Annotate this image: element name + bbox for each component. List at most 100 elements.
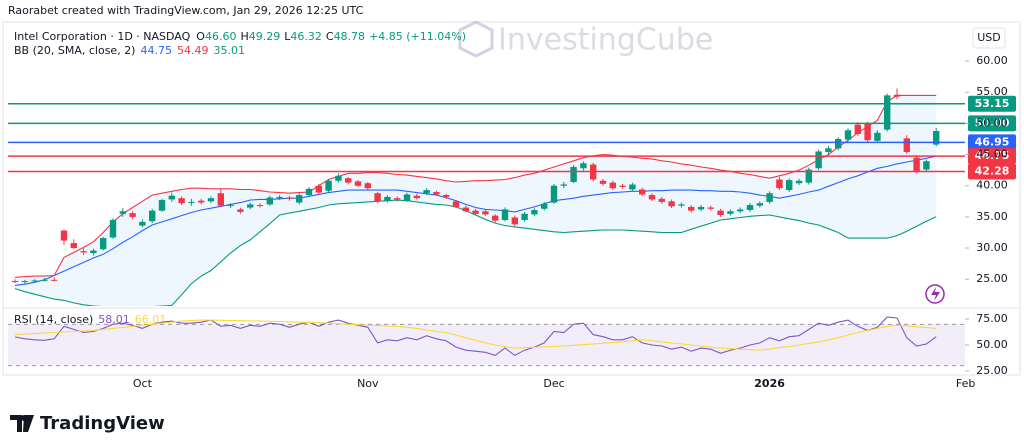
candle-body bbox=[276, 196, 283, 199]
candle-body bbox=[90, 250, 97, 254]
candle-body bbox=[717, 210, 724, 216]
price-pane bbox=[11, 88, 940, 306]
candle-body bbox=[550, 185, 558, 203]
legend-item: 35.01 bbox=[213, 44, 245, 57]
price-line-label-bg bbox=[968, 134, 1016, 151]
candle-body bbox=[21, 281, 28, 283]
candle-body bbox=[237, 209, 244, 212]
brand-logo: TradingView bbox=[10, 413, 165, 434]
candle-body bbox=[188, 201, 195, 203]
candle-body bbox=[531, 210, 538, 215]
y-tick-label: 50.00 bbox=[976, 338, 1008, 351]
replay-bolt[interactable] bbox=[931, 287, 940, 301]
legend-item: +4.85 (+11.04%) bbox=[369, 30, 466, 43]
legend-item: 46.32 bbox=[290, 30, 322, 43]
candle-body bbox=[648, 195, 656, 200]
candle-body bbox=[776, 179, 783, 189]
candle-body bbox=[158, 200, 166, 211]
bb-band-fill bbox=[15, 95, 937, 306]
candle-body bbox=[805, 169, 812, 183]
candle-body bbox=[423, 190, 430, 194]
legend-item: 44.75 bbox=[140, 44, 172, 57]
candle-body bbox=[286, 197, 293, 199]
candle-body bbox=[394, 198, 401, 200]
candle-body bbox=[746, 205, 754, 211]
watermark-icon bbox=[458, 20, 494, 58]
candle-body bbox=[923, 161, 930, 170]
currency: USD bbox=[977, 31, 1001, 44]
legend-item: Intel Corporation · 1D · NASDAQ bbox=[14, 30, 191, 43]
replay-circle[interactable] bbox=[925, 284, 945, 304]
candle-body bbox=[443, 195, 450, 197]
legend-item: H bbox=[240, 30, 248, 43]
candle-body bbox=[227, 205, 234, 207]
candle-body bbox=[217, 193, 224, 206]
price-line-label: 46.95 bbox=[975, 135, 1010, 148]
price-line-label: 53.15 bbox=[975, 97, 1010, 110]
candle-body bbox=[903, 138, 910, 153]
candle-body bbox=[178, 198, 185, 204]
candle-body bbox=[697, 206, 705, 210]
candle-body bbox=[492, 215, 499, 221]
legend-item: 48.78 bbox=[334, 30, 366, 43]
candle-body bbox=[335, 175, 342, 181]
candle-body bbox=[198, 200, 205, 203]
candle-body bbox=[688, 206, 695, 211]
candle-body bbox=[51, 279, 58, 281]
candle-body bbox=[737, 209, 744, 212]
candle-body bbox=[168, 195, 175, 200]
candle-body bbox=[913, 157, 920, 172]
candle-body bbox=[541, 203, 548, 209]
candle-body bbox=[452, 201, 460, 207]
candle-body bbox=[629, 184, 636, 190]
candle-body bbox=[727, 211, 734, 214]
replay-icon[interactable] bbox=[925, 284, 945, 304]
legend-item: O bbox=[196, 30, 205, 43]
price-line-label: 44.75 bbox=[975, 149, 1010, 162]
x-tick-label: Feb bbox=[956, 377, 975, 390]
candle-body bbox=[521, 213, 528, 220]
price-line-label-bg bbox=[968, 163, 1016, 180]
candle-body bbox=[893, 94, 901, 97]
brand-text: TradingView bbox=[40, 413, 165, 434]
x-tick-label: Oct bbox=[133, 377, 153, 390]
y-tick-label: 25.00 bbox=[976, 272, 1008, 285]
bb-line bbox=[14, 155, 937, 286]
candle-body bbox=[619, 185, 626, 187]
candle-body bbox=[384, 196, 391, 201]
candle-body bbox=[413, 195, 420, 199]
legend-main: Intel Corporation · 1D · NASDAQ O46.60 H49… bbox=[14, 30, 466, 43]
candle-body bbox=[599, 180, 607, 184]
candle-body bbox=[756, 203, 763, 206]
legend-item: BB (20, SMA, close, 2) bbox=[14, 44, 135, 57]
brand-dot bbox=[21, 415, 27, 421]
candle-body bbox=[207, 198, 215, 202]
rsi-band bbox=[8, 324, 965, 366]
watermark: InvestingCube bbox=[458, 20, 713, 58]
brand-mark bbox=[10, 415, 34, 432]
candle-body bbox=[795, 180, 803, 184]
candle-body bbox=[325, 180, 332, 191]
candle-body bbox=[119, 211, 126, 214]
candle-body bbox=[296, 195, 303, 203]
candle-body bbox=[109, 220, 117, 238]
price-line-label: 50.00 bbox=[975, 116, 1010, 129]
bb-line bbox=[14, 94, 937, 278]
candle-body bbox=[570, 167, 577, 182]
candle-body bbox=[374, 193, 381, 202]
candle-body bbox=[678, 204, 685, 206]
y-tick-label: 30.00 bbox=[976, 241, 1008, 254]
candle-body bbox=[560, 184, 567, 186]
candle-body bbox=[933, 131, 940, 145]
candle-body bbox=[825, 148, 832, 153]
candle-body bbox=[354, 181, 362, 186]
legend-item: RSI (14, close) bbox=[14, 313, 93, 326]
price-line-label: 42.28 bbox=[975, 165, 1010, 178]
candle-body bbox=[139, 221, 146, 226]
rsi-line bbox=[14, 319, 937, 351]
price-line-label-bg bbox=[968, 115, 1016, 132]
legend-item: C bbox=[326, 30, 334, 43]
candle-body bbox=[305, 188, 313, 196]
x-tick-label: Nov bbox=[357, 377, 379, 390]
candle-body bbox=[609, 182, 616, 189]
